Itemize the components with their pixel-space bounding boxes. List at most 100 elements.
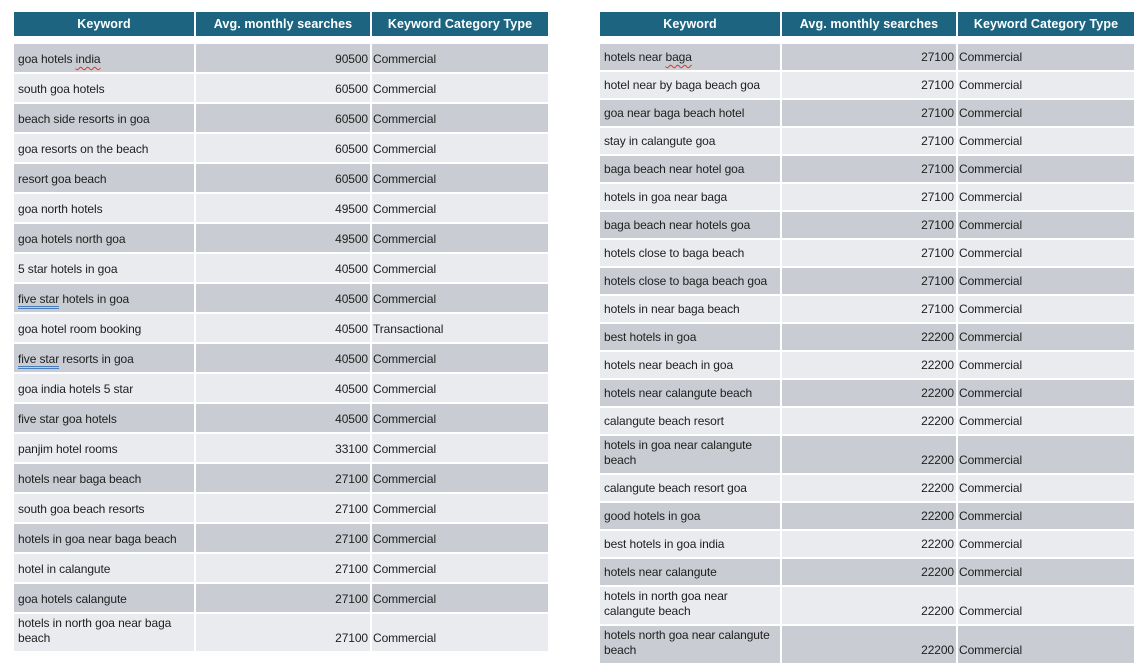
table-row: goa resorts on the beach 60500 Commercial	[14, 134, 548, 162]
keyword-text: baga beach near hotels goa	[604, 218, 751, 232]
table-row: hotels in goa near baga beach 27100 Commer…	[14, 524, 548, 552]
category-cell: Commercial	[958, 72, 1134, 98]
category-cell: Commercial	[372, 284, 548, 312]
category-cell: Commercial	[958, 503, 1134, 529]
keyword-text: 5 star hotels in goa	[18, 262, 118, 276]
table-row: 5 star hotels in goa 40500 Commercial	[14, 254, 548, 282]
keyword-text: hotels close to baga beach goa	[604, 274, 768, 288]
category-cell: Commercial	[372, 494, 548, 522]
category-cell: Commercial	[958, 268, 1134, 294]
searches-cell: 27100	[782, 100, 956, 126]
searches-cell: 40500	[196, 254, 370, 282]
keyword-text: hotels near baga beach	[18, 472, 142, 486]
table-row: south goa hotels 60500 Commercial	[14, 74, 548, 102]
searches-cell: 27100	[782, 44, 956, 70]
table-row: hotels in north goa near calangute beach…	[600, 587, 1134, 624]
column-header-category: Keyword Category Type	[958, 12, 1134, 36]
keyword-table-right: Keyword Avg. monthly searches Keyword Cate…	[598, 10, 1136, 665]
keyword-cell: goa resorts on the beach	[14, 134, 194, 162]
keyword-cell: stay in calangute goa	[600, 128, 780, 154]
keyword-text: resort goa beach	[18, 172, 107, 186]
table-row: beach side resorts in goa 60500 Commercial	[14, 104, 548, 132]
keyword-text: hotels near beach in goa	[604, 358, 734, 372]
table-row: resort goa beach 60500 Commercial	[14, 164, 548, 192]
category-cell: Commercial	[372, 614, 548, 651]
keyword-text: stay in calangute goa	[604, 134, 716, 148]
keyword-text: goa hotels	[18, 52, 76, 66]
keyword-cell: baga beach near hotels goa	[600, 212, 780, 238]
keyword-cell: hotels near calangute	[600, 559, 780, 585]
category-cell: Commercial	[958, 408, 1134, 434]
table-row: hotels north goa near calangute beach 222…	[600, 626, 1134, 663]
keyword-text: south goa hotels	[18, 82, 105, 96]
keyword-text: hotels in north goa near baga beach	[18, 616, 172, 645]
category-cell: Commercial	[958, 212, 1134, 238]
keyword-cell: calangute beach resort goa	[600, 475, 780, 501]
searches-cell: 27100	[782, 296, 956, 322]
table-row: hotels near baga beach 27100 Commercial	[14, 464, 548, 492]
table-row: panjim hotel rooms 33100 Commercial	[14, 434, 548, 462]
keyword-cell: beach side resorts in goa	[14, 104, 194, 132]
keyword-cell: hotels near calangute beach	[600, 380, 780, 406]
category-cell: Commercial	[372, 74, 548, 102]
category-cell: Commercial	[958, 100, 1134, 126]
searches-cell: 90500	[196, 44, 370, 72]
keyword-text: goa india hotels 5 star	[18, 382, 134, 396]
table-row: hotels in north goa near baga beach 27100…	[14, 614, 548, 651]
category-cell: Commercial	[372, 134, 548, 162]
category-cell: Commercial	[958, 128, 1134, 154]
searches-cell: 27100	[782, 240, 956, 266]
keyword-text: baga beach near hotel goa	[604, 162, 745, 176]
keyword-text: goa near baga beach hotel	[604, 106, 745, 120]
header-row: Keyword Avg. monthly searches Keyword Cate…	[14, 12, 548, 36]
keyword-cell: hotels in goa near baga	[600, 184, 780, 210]
misspelled-word: india	[75, 52, 101, 66]
keyword-text: calangute beach resort goa	[604, 481, 747, 495]
keyword-cell: calangute beach resort	[600, 408, 780, 434]
category-cell: Commercial	[372, 464, 548, 492]
table-row: hotel in calangute 27100 Commercial	[14, 554, 548, 582]
table-row: hotels in goa near calangute beach 22200 C…	[600, 436, 1134, 473]
category-cell: Commercial	[958, 436, 1134, 473]
table-row: five star resorts in goa 40500 Commercial	[14, 344, 548, 372]
grammar-flagged-phrase: five star	[18, 352, 59, 369]
category-cell: Commercial	[372, 554, 548, 582]
searches-cell: 27100	[782, 268, 956, 294]
searches-cell: 27100	[196, 584, 370, 612]
keyword-text: hotels in goa	[59, 292, 130, 306]
table-row: goa hotels calangute 27100 Commercial	[14, 584, 548, 612]
misspelled-word: baga	[665, 50, 692, 64]
searches-cell: 27100	[782, 156, 956, 182]
category-cell: Commercial	[372, 584, 548, 612]
category-cell: Commercial	[958, 587, 1134, 624]
keyword-cell: five star resorts in goa	[14, 344, 194, 372]
searches-cell: 60500	[196, 74, 370, 102]
keyword-table-left: Keyword Avg. monthly searches Keyword Cate…	[12, 10, 550, 653]
keyword-cell: hotels in goa near calangute beach	[600, 436, 780, 473]
searches-cell: 22200	[782, 436, 956, 473]
table-row: calangute beach resort 22200 Commercial	[600, 408, 1134, 434]
keyword-text: hotels near calangute	[604, 565, 717, 579]
table-row: baga beach near hotel goa 27100 Commercial	[600, 156, 1134, 182]
keyword-cell: south goa beach resorts	[14, 494, 194, 522]
keyword-text: good hotels in goa	[604, 509, 701, 523]
keyword-text: best hotels in goa india	[604, 537, 725, 551]
keyword-cell: goa hotels calangute	[14, 584, 194, 612]
keyword-text: panjim hotel rooms	[18, 442, 118, 456]
keyword-cell: hotels near baga beach	[14, 464, 194, 492]
keyword-cell: hotels in north goa near baga beach	[14, 614, 194, 651]
keyword-text: hotels near calangute beach	[604, 386, 753, 400]
keyword-cell: goa hotels india	[14, 44, 194, 72]
keyword-text: hotel in calangute	[18, 562, 111, 576]
category-cell: Transactional	[372, 314, 548, 342]
keyword-cell: best hotels in goa india	[600, 531, 780, 557]
keyword-text: goa hotels calangute	[18, 592, 127, 606]
category-cell: Commercial	[372, 344, 548, 372]
keyword-cell: hotels near baga	[600, 44, 780, 70]
keyword-text: hotels near	[604, 50, 666, 64]
category-cell: Commercial	[372, 104, 548, 132]
keyword-text: hotel near by baga beach goa	[604, 78, 760, 92]
searches-cell: 60500	[196, 164, 370, 192]
table-row: calangute beach resort goa 22200 Commercia…	[600, 475, 1134, 501]
searches-cell: 22200	[782, 475, 956, 501]
